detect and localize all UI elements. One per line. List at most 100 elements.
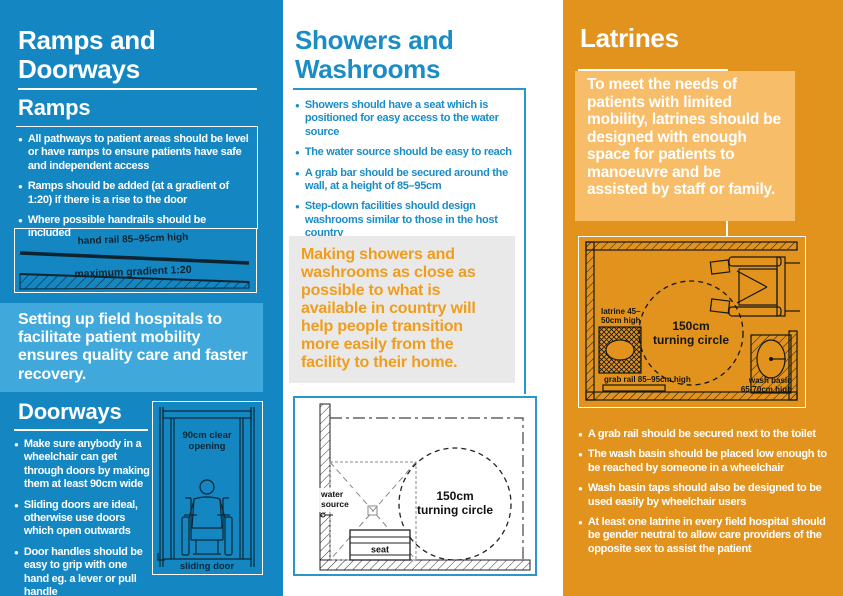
washbasin-label-line2: 65-70cm high (741, 385, 792, 394)
doorway-diagram: 90cm clear opening sliding door (152, 401, 263, 575)
doorways-heading-rule (14, 429, 148, 431)
ramps-bullet-list: ● All pathways to patient areas should b… (18, 133, 250, 248)
list-item: ● Step-down facilities should design was… (295, 200, 519, 240)
bullet-text: A grab bar should be secured around the … (304, 166, 508, 193)
grab-rail (602, 384, 666, 392)
grabrail-label: grab rail 85–95cm high (604, 375, 691, 384)
bullet-text: Step-down facilities should design washr… (304, 200, 498, 240)
column-latrines: Latrines To meet the needs of patients w… (563, 0, 843, 596)
bullet-text: The water source should be easy to reach (304, 146, 512, 159)
list-item: ● All pathways to patient areas should b… (18, 133, 250, 173)
list-item: ● Where possible handrails should be inc… (18, 214, 250, 241)
handrail-line (19, 251, 250, 265)
list-item: ● The water source should be easy to rea… (295, 146, 519, 159)
turning-circle (398, 447, 512, 561)
bullet-icon: ● (295, 168, 300, 178)
list-item: ● A grab rail should be secured next to … (578, 428, 828, 441)
wash-basin (750, 334, 792, 394)
bullet-icon: ● (295, 101, 300, 110)
water-source-label-line2: source (321, 499, 349, 509)
showers-bullet-list: ● Showers should have a seat which is po… (295, 99, 519, 248)
list-item: ● Ramps should be added (at a gradient o… (18, 180, 250, 207)
bullet-text: Where possible handrails should be inclu… (27, 214, 206, 240)
bullet-icon: ● (578, 518, 583, 528)
list-item: ● A grab bar should be secured around th… (295, 167, 519, 194)
page-title: Showers and Washrooms (295, 25, 454, 85)
bullet-icon: ● (14, 547, 19, 557)
turning-circle-label-line2: turning circle (417, 503, 493, 517)
bullet-icon: ● (14, 500, 19, 510)
door-track (162, 410, 252, 419)
seat: seat (349, 529, 411, 561)
bullet-text: Door handles should be easy to grip with… (23, 545, 143, 596)
bullet-icon: ● (578, 450, 583, 460)
bullet-text: At least one latrine in every field hosp… (587, 516, 826, 555)
bullet-text: A grab rail should be secured next to th… (587, 428, 816, 440)
latrine-label-line2: 50cm high (601, 316, 641, 325)
seat-label: seat (371, 545, 389, 555)
turning-circle-label-line1: 150cm (672, 319, 709, 333)
ramp-surface-line (19, 273, 250, 283)
ramp-diagram-drawing: hand rail 85–95cm high maximum gradient … (19, 232, 250, 290)
doorways-bullet-list: ● Make sure anybody in a wheelchair can … (14, 438, 151, 596)
showers-callout: Making showers and washrooms as close as… (289, 236, 515, 383)
list-item: ● Door handles should be easy to grip wi… (14, 546, 151, 596)
shower-diagram-drawing: 150cm turning circle water source seat (319, 403, 531, 571)
washbasin-label-line1: wash basin (748, 376, 792, 385)
page-title: Ramps and Doorways (18, 25, 156, 85)
latrine-label-line1: latrine 45– (601, 307, 641, 316)
list-item: ● At least one latrine in every field ho… (578, 516, 828, 556)
latrine-diagram-drawing: 150cm turning circle latrine 45– 50cm hi… (585, 241, 800, 401)
latrine-diagram: 150cm turning circle latrine 45– 50cm hi… (578, 236, 806, 408)
wheelchair-user-rear (181, 479, 233, 556)
ramp-diagram: hand rail 85–95cm high maximum gradient … (14, 228, 257, 293)
list-item: ● Make sure anybody in a wheelchair can … (14, 438, 151, 492)
bullet-icon: ● (295, 148, 300, 158)
turning-circle-label-line2: turning circle (653, 333, 729, 347)
bullet-icon: ● (18, 135, 23, 144)
bullet-icon: ● (18, 182, 23, 192)
section-side-rule (524, 88, 526, 394)
column-ramps-doorways: Ramps and Doorways Ramps ● All pathways … (0, 0, 283, 596)
ramps-bullets-frame (16, 126, 258, 229)
walls (585, 241, 798, 401)
turning-circle-label-line1: 150cm (436, 489, 473, 503)
bullet-icon: ● (295, 202, 300, 212)
bullet-icon: ● (578, 430, 583, 439)
ramps-callout: Setting up field hospitals to facilitate… (0, 303, 263, 392)
latrines-callout: To meet the needs of patients with limit… (575, 71, 795, 221)
latrines-bullet-list: ● A grab rail should be secured next to … (578, 428, 828, 563)
bullet-text: Ramps should be added (at a gradient of … (27, 180, 229, 206)
bullet-text: The wash basin should be placed low enou… (587, 448, 827, 474)
doorway-diagram-drawing: 90cm clear opening sliding door (157, 407, 255, 572)
bullet-text: Sliding doors are ideal, otherwise use d… (23, 498, 138, 538)
title-rule (578, 69, 728, 71)
title-rule (18, 88, 257, 90)
water-source-label-line1: water (320, 489, 344, 499)
list-item: ● Showers should have a seat which is po… (295, 99, 519, 139)
bullet-text: Make sure anybody in a wheelchair can ge… (23, 438, 150, 491)
bullet-text: Showers should have a seat which is posi… (304, 99, 499, 138)
handrail-label: hand rail 85–95cm high (78, 232, 189, 247)
room-boundary (330, 417, 524, 560)
page-title: Latrines (580, 23, 679, 53)
tap-icon (320, 512, 333, 518)
list-item: ● Sliding doors are ideal, otherwise use… (14, 499, 151, 539)
left-wall (319, 403, 331, 561)
shower-diagram: 150cm turning circle water source seat (293, 396, 537, 576)
bullet-text: All pathways to patient areas should be … (27, 133, 249, 172)
latrine-fixture (598, 326, 642, 374)
wheelchair-top-view (709, 256, 800, 317)
opening-label-line1: 90cm clear (182, 430, 231, 441)
bullet-icon: ● (14, 440, 19, 449)
doorways-heading: Doorways (18, 399, 122, 424)
bottom-wall (319, 559, 531, 571)
list-item: ● The wash basin should be placed low en… (578, 448, 828, 475)
opening-label-line2: opening (189, 441, 226, 452)
bullet-icon: ● (578, 484, 583, 494)
title-rule (293, 88, 526, 90)
ramps-heading: Ramps (18, 95, 91, 120)
label-backing (319, 488, 355, 512)
bullet-icon: ● (18, 216, 23, 226)
